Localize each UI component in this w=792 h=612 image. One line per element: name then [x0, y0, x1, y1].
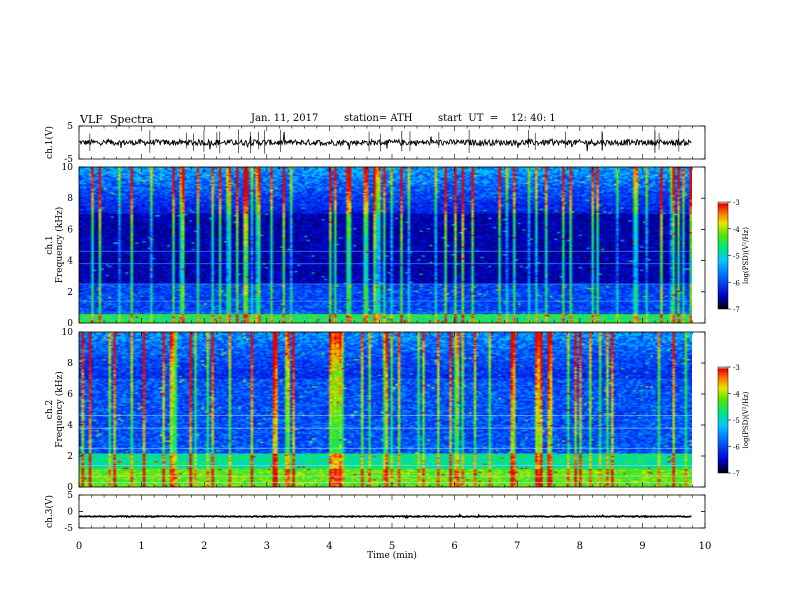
y-axis-title: ch.1(V)	[44, 126, 55, 159]
colorbar-tick-label: -4	[733, 226, 740, 234]
ch1-spectrogram-image	[79, 167, 692, 323]
y-axis-channel-label: ch.1	[45, 235, 55, 254]
x-tick-label: 4	[326, 541, 332, 552]
y-axis-title: Frequency (kHz)	[54, 207, 65, 284]
y-axis-title: ch.3(V)	[44, 495, 55, 528]
x-tick-label: 2	[201, 541, 207, 552]
colorbar-tick-label: -7	[733, 306, 740, 314]
y-tick-label: -5	[64, 524, 73, 534]
colorbar-tick-label: -5	[733, 253, 740, 261]
x-tick-label: 3	[264, 541, 270, 552]
x-axis-title: Time (min)	[367, 550, 417, 561]
y-tick-label: 0	[67, 483, 73, 493]
y-tick-label: 10	[62, 328, 74, 338]
colorbar-tick-label: -3	[733, 364, 740, 372]
colorbar-tick-label: -7	[733, 470, 740, 478]
ch1-waveform-line	[78, 131, 692, 152]
date-label: Jan. 11, 2017	[251, 113, 319, 124]
y-tick-label: 4	[67, 421, 73, 431]
y-tick-label: 5	[67, 491, 73, 501]
y-axis-channel-label: ch.2	[45, 400, 55, 419]
y-tick-label: 0	[67, 508, 73, 518]
y-tick-label: 6	[67, 390, 73, 400]
colorbar	[717, 366, 729, 474]
y-axis-title: Frequency (kHz)	[54, 371, 65, 448]
chart-title: VLF Spectra	[80, 113, 154, 126]
y-tick-label: 2	[67, 288, 73, 298]
y-tick-label: 2	[67, 452, 73, 462]
x-tick-label: 0	[76, 541, 82, 552]
x-tick-label: 10	[699, 541, 712, 552]
colorbar-tick-label: -6	[733, 444, 740, 452]
y-tick-label: 10	[62, 163, 74, 173]
start-time-label: start UT = 12: 40: 1	[438, 113, 556, 124]
y-tick-label: 4	[67, 257, 73, 267]
colorbar-tick-label: -3	[733, 199, 740, 207]
colorbar-label: log(PSD)(V²/Hz)	[742, 391, 750, 448]
y-tick-label: -5	[64, 155, 73, 165]
y-tick-label: 5	[67, 122, 73, 132]
y-tick-label: 8	[67, 359, 73, 369]
colorbar-tick-label: -6	[733, 279, 740, 287]
y-tick-label: 6	[67, 225, 73, 235]
ch2-spectrogram-image	[79, 332, 692, 487]
y-tick-label: 8	[67, 194, 73, 204]
x-tick-label: 7	[514, 541, 520, 552]
station-label: station= ATH	[344, 113, 413, 124]
x-tick-label: 9	[639, 541, 645, 552]
y-tick-label: 0	[67, 319, 73, 329]
ch3-waveform-line	[78, 513, 692, 519]
x-tick-label: 6	[451, 541, 457, 552]
colorbar-tick-label: -4	[733, 391, 740, 399]
colorbar-tick-label: -5	[733, 417, 740, 425]
x-tick-label: 1	[138, 541, 144, 552]
colorbar-label: log(PSD)(V²/Hz)	[742, 227, 750, 284]
x-tick-label: 5	[389, 541, 395, 552]
colorbar	[717, 201, 729, 310]
x-tick-label: 8	[577, 541, 583, 552]
